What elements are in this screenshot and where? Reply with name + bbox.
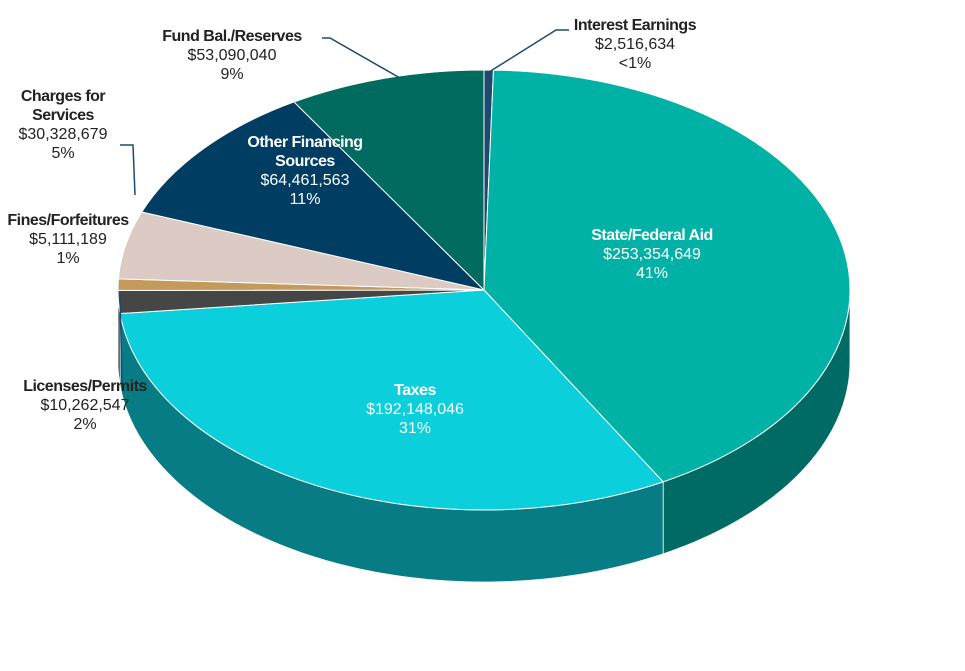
slice-name: Interest Earnings xyxy=(573,17,697,34)
slice-label: Charges for Services $30,328,679 5% xyxy=(6,87,121,163)
slice-label: Other Financing Sources $64,461,563 11% xyxy=(220,133,390,209)
slice-name: Fines/Forfeitures xyxy=(7,212,129,229)
slice-label: Fund Bal./Reserves $53,090,040 9% xyxy=(132,27,332,84)
leader-line xyxy=(322,37,401,79)
slice-label: Interest Earnings $2,516,634 <1% xyxy=(535,16,735,73)
slice-percent: 9% xyxy=(220,66,244,83)
slice-name: Charges for Services xyxy=(20,88,106,124)
leader-line xyxy=(488,29,569,73)
leader-line xyxy=(120,144,136,196)
slice-name: Other Financing Sources xyxy=(247,134,363,170)
slice-label: State/Federal Aid $253,354,649 41% xyxy=(542,226,762,283)
slice-value: $192,148,046 xyxy=(366,401,464,418)
slice-percent: 5% xyxy=(51,145,75,162)
slice-percent: 41% xyxy=(635,265,669,282)
slice-name: State/Federal Aid xyxy=(591,227,713,244)
slice-value: $30,328,679 xyxy=(18,126,108,143)
slice-value: $2,516,634 xyxy=(594,36,676,53)
slice-label: Taxes $192,148,046 31% xyxy=(305,381,525,438)
pie-slice xyxy=(119,289,665,511)
slice-value: $5,111,189 xyxy=(29,231,107,248)
slice-percent: 31% xyxy=(398,420,432,437)
slice-percent: 2% xyxy=(73,416,97,433)
pie-slice xyxy=(140,101,486,291)
slice-value: $253,354,649 xyxy=(603,246,701,263)
leader-line xyxy=(119,291,123,385)
pie-slice xyxy=(483,69,851,483)
pie-slice xyxy=(293,69,485,292)
slice-label: Licenses/Permits $10,262,547 2% xyxy=(0,377,180,434)
slice-percent: <1% xyxy=(618,55,652,72)
slice-percent: 1% xyxy=(56,250,80,267)
slice-percent: 11% xyxy=(289,191,321,208)
slice-value: $64,461,563 xyxy=(260,172,350,189)
slice-label: Fines/Forfeitures $5,111,189 1% xyxy=(0,211,163,268)
slice-value: $53,090,040 xyxy=(187,47,277,64)
slice-name: Taxes xyxy=(394,382,436,399)
slice-name: Fund Bal./Reserves xyxy=(162,28,302,45)
slice-name: Licenses/Permits xyxy=(23,378,147,395)
slice-value: $10,262,547 xyxy=(40,397,130,414)
